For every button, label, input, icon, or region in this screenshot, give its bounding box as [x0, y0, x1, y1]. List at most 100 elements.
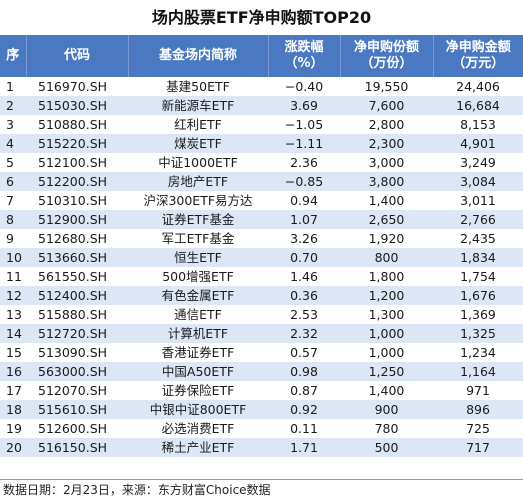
- cell-net-shares: 3,800: [340, 172, 433, 191]
- header-shares: 净申购份额 （万份）: [340, 35, 433, 77]
- header-amount-line1: 净申购金额: [434, 40, 523, 56]
- cell-rank: 8: [0, 210, 26, 229]
- cell-net-amount: 16,684: [433, 96, 523, 115]
- cell-net-amount: 1,164: [433, 362, 523, 381]
- header-change-line1: 涨跌幅: [269, 40, 340, 56]
- cell-net-shares: 1,920: [340, 229, 433, 248]
- cell-net-shares: 2,650: [340, 210, 433, 229]
- cell-rank: 9: [0, 229, 26, 248]
- header-rank: 序: [0, 35, 26, 77]
- source-footnote: 数据日期：2月23日，来源：东方财富Choice数据: [0, 479, 523, 501]
- cell-net-shares: 780: [340, 419, 433, 438]
- cell-fund-name: 恒生ETF: [128, 248, 268, 267]
- cell-change-pct: 0.98: [268, 362, 340, 381]
- header-code: 代码: [26, 35, 128, 77]
- cell-net-shares: 1,800: [340, 267, 433, 286]
- cell-fund-name: 沪深300ETF易方达: [128, 191, 268, 210]
- cell-net-amount: 725: [433, 419, 523, 438]
- cell-net-shares: 19,550: [340, 77, 433, 96]
- cell-fund-name: 证券ETF基金: [128, 210, 268, 229]
- cell-net-amount: 1,234: [433, 343, 523, 362]
- cell-code: 513090.SH: [26, 343, 128, 362]
- cell-fund-name: 稀土产业ETF: [128, 438, 268, 457]
- cell-change-pct: 2.36: [268, 153, 340, 172]
- cell-fund-name: 军工ETF基金: [128, 229, 268, 248]
- cell-rank: 20: [0, 438, 26, 457]
- cell-change-pct: 0.87: [268, 381, 340, 400]
- header-change-line2: （%）: [269, 56, 340, 72]
- cell-code: 516970.SH: [26, 77, 128, 96]
- cell-code: 513660.SH: [26, 248, 128, 267]
- header-shares-line1: 净申购份额: [341, 40, 433, 56]
- cell-fund-name: 计算机ETF: [128, 324, 268, 343]
- cell-change-pct: −1.05: [268, 115, 340, 134]
- cell-net-shares: 900: [340, 400, 433, 419]
- cell-net-amount: 1,754: [433, 267, 523, 286]
- cell-fund-name: 500增强ETF: [128, 267, 268, 286]
- table-header-row: 序 代码 基金场内简称 涨跌幅 （%） 净申购份额 （万份） 净申购金额 （万元…: [0, 35, 523, 77]
- cell-net-amount: 3,084: [433, 172, 523, 191]
- cell-code: 561550.SH: [26, 267, 128, 286]
- cell-change-pct: −0.85: [268, 172, 340, 191]
- cell-net-shares: 1,000: [340, 324, 433, 343]
- cell-rank: 18: [0, 400, 26, 419]
- cell-fund-name: 基建50ETF: [128, 77, 268, 96]
- cell-net-amount: 3,011: [433, 191, 523, 210]
- cell-code: 512100.SH: [26, 153, 128, 172]
- cell-code: 512680.SH: [26, 229, 128, 248]
- cell-rank: 10: [0, 248, 26, 267]
- cell-change-pct: −1.11: [268, 134, 340, 153]
- cell-fund-name: 中银中证800ETF: [128, 400, 268, 419]
- cell-fund-name: 煤炭ETF: [128, 134, 268, 153]
- cell-net-shares: 1,250: [340, 362, 433, 381]
- cell-net-amount: 717: [433, 438, 523, 457]
- cell-change-pct: 1.46: [268, 267, 340, 286]
- cell-change-pct: 3.69: [268, 96, 340, 115]
- cell-fund-name: 中证1000ETF: [128, 153, 268, 172]
- cell-net-amount: 8,153: [433, 115, 523, 134]
- header-amount-line2: （万元）: [434, 56, 523, 72]
- cell-code: 512720.SH: [26, 324, 128, 343]
- cell-fund-name: 通信ETF: [128, 305, 268, 324]
- cell-net-amount: 4,901: [433, 134, 523, 153]
- cell-net-amount: 3,249: [433, 153, 523, 172]
- cell-code: 512600.SH: [26, 419, 128, 438]
- cell-net-shares: 1,200: [340, 286, 433, 305]
- cell-rank: 19: [0, 419, 26, 438]
- cell-net-amount: 1,676: [433, 286, 523, 305]
- cell-rank: 17: [0, 381, 26, 400]
- cell-fund-name: 必选消费ETF: [128, 419, 268, 438]
- cell-change-pct: 1.07: [268, 210, 340, 229]
- header-shares-line2: （万份）: [341, 56, 433, 72]
- cell-code: 515880.SH: [26, 305, 128, 324]
- cell-code: 512900.SH: [26, 210, 128, 229]
- cell-rank: 3: [0, 115, 26, 134]
- cell-change-pct: 3.26: [268, 229, 340, 248]
- cell-rank: 14: [0, 324, 26, 343]
- cell-rank: 12: [0, 286, 26, 305]
- cell-net-shares: 1,400: [340, 191, 433, 210]
- cell-rank: 13: [0, 305, 26, 324]
- cell-change-pct: 2.32: [268, 324, 340, 343]
- cell-code: 510880.SH: [26, 115, 128, 134]
- cell-net-amount: 896: [433, 400, 523, 419]
- cell-change-pct: 2.53: [268, 305, 340, 324]
- cell-net-amount: 1,369: [433, 305, 523, 324]
- header-name: 基金场内简称: [128, 35, 268, 77]
- cell-fund-name: 房地产ETF: [128, 172, 268, 191]
- cell-code: 515220.SH: [26, 134, 128, 153]
- cell-change-pct: 1.71: [268, 438, 340, 457]
- cell-net-shares: 7,600: [340, 96, 433, 115]
- cell-net-amount: 1,325: [433, 324, 523, 343]
